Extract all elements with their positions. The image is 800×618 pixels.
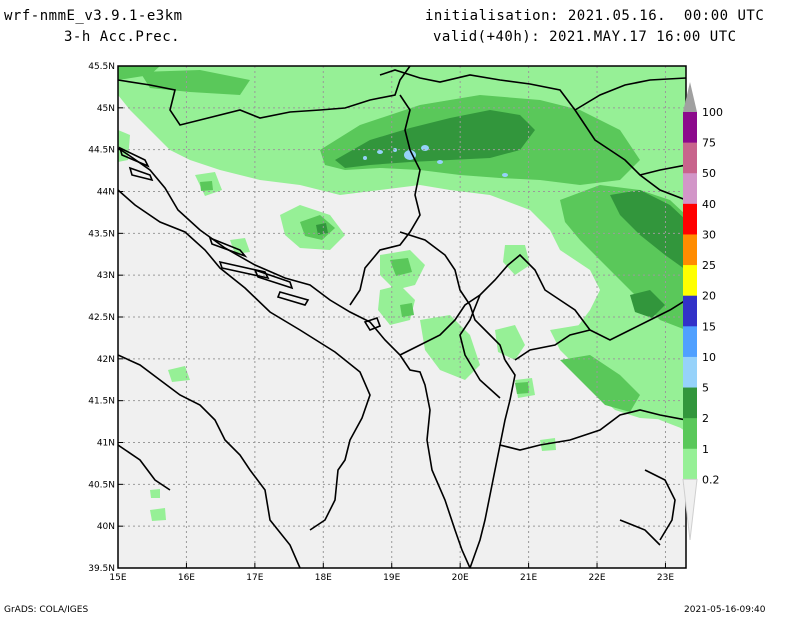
legend-label: 25 xyxy=(702,259,716,272)
precip-legend: 100 75 50 40 30 25 20 15 10 5 2 1 0.2 xyxy=(682,82,723,541)
lat-tick-label: 40.5N xyxy=(88,480,115,490)
lon-tick-label: 22E xyxy=(588,573,605,583)
lon-tick-label: 21E xyxy=(520,573,537,583)
legend-swatch xyxy=(683,142,697,174)
field-name: 3-h Acc.Prec. xyxy=(64,29,181,45)
legend-swatch xyxy=(683,387,697,419)
legend-label: 0.2 xyxy=(702,473,720,486)
lon-tick-label: 19E xyxy=(383,573,400,583)
lat-tick-label: 41N xyxy=(97,439,115,449)
init-time: initialisation: 2021.05.16. 00:00 UTC xyxy=(425,8,765,24)
lat-tick-label: 41.5N xyxy=(88,397,115,407)
lon-tick-label: 23E xyxy=(657,573,674,583)
legend-label: 40 xyxy=(702,198,716,211)
timestamp-label: 2021-05-16-09:40 xyxy=(684,605,766,615)
lat-tick-label: 43.5N xyxy=(88,229,115,239)
legend-label: 50 xyxy=(702,167,716,180)
legend-top-arrow xyxy=(683,82,697,112)
lat-tick-label: 44N xyxy=(97,188,115,198)
legend-swatch xyxy=(683,234,697,266)
lon-tick-label: 16E xyxy=(178,573,195,583)
lon-axis: 15E 16E 17E 18E 19E 20E 21E 22E 23E xyxy=(109,563,674,583)
lat-tick-label: 45.5N xyxy=(88,62,115,72)
legend-swatch xyxy=(683,203,697,235)
lat-tick-label: 42N xyxy=(97,355,115,365)
legend-label: 15 xyxy=(702,320,716,333)
legend-label: 1 xyxy=(702,443,709,456)
lat-tick-label: 44.5N xyxy=(88,146,115,156)
legend-label: 20 xyxy=(702,290,716,303)
coastlines-borders xyxy=(118,66,686,568)
legend-label: 100 xyxy=(702,106,723,119)
legend-label: 10 xyxy=(702,351,716,364)
lon-tick-label: 15E xyxy=(109,573,126,583)
lat-tick-label: 42.5N xyxy=(88,313,115,323)
legend-swatch xyxy=(683,295,697,327)
legend-label: 2 xyxy=(702,412,709,425)
lat-axis: 45.5N 45N 44.5N 44N 43.5N 43N 42.5N 42N 41.5N 41N… xyxy=(88,62,123,574)
lon-tick-label: 20E xyxy=(452,573,469,583)
legend-swatch xyxy=(683,173,697,205)
lat-tick-label: 40N xyxy=(97,522,115,532)
precip-5mm-layer xyxy=(316,110,686,318)
legend-swatch xyxy=(683,418,697,450)
valid-time: valid(+40h): 2021.MAY.17 16:00 UTC xyxy=(433,29,737,45)
lon-tick-label: 18E xyxy=(315,573,332,583)
model-name: wrf-nmmE_v3.9.1-e3km xyxy=(4,8,183,24)
lon-tick-label: 17E xyxy=(246,573,263,583)
legend-swatch xyxy=(683,112,697,144)
legend-label: 30 xyxy=(702,228,716,241)
lat-tick-label: 45N xyxy=(97,104,115,114)
legend-swatch xyxy=(683,326,697,358)
legend-swatch xyxy=(683,265,697,297)
legend-swatch xyxy=(683,448,697,480)
legend-label: 75 xyxy=(702,137,716,150)
lat-tick-label: 39.5N xyxy=(88,564,115,574)
credit-label: GrADS: COLA/IGES xyxy=(4,605,89,615)
map-grid xyxy=(118,66,686,568)
legend-label: 5 xyxy=(702,382,709,395)
legend-swatch xyxy=(683,356,697,389)
lat-tick-label: 43N xyxy=(97,271,115,281)
legend-bottom-arrow xyxy=(682,478,698,541)
precip-fields xyxy=(118,66,686,521)
